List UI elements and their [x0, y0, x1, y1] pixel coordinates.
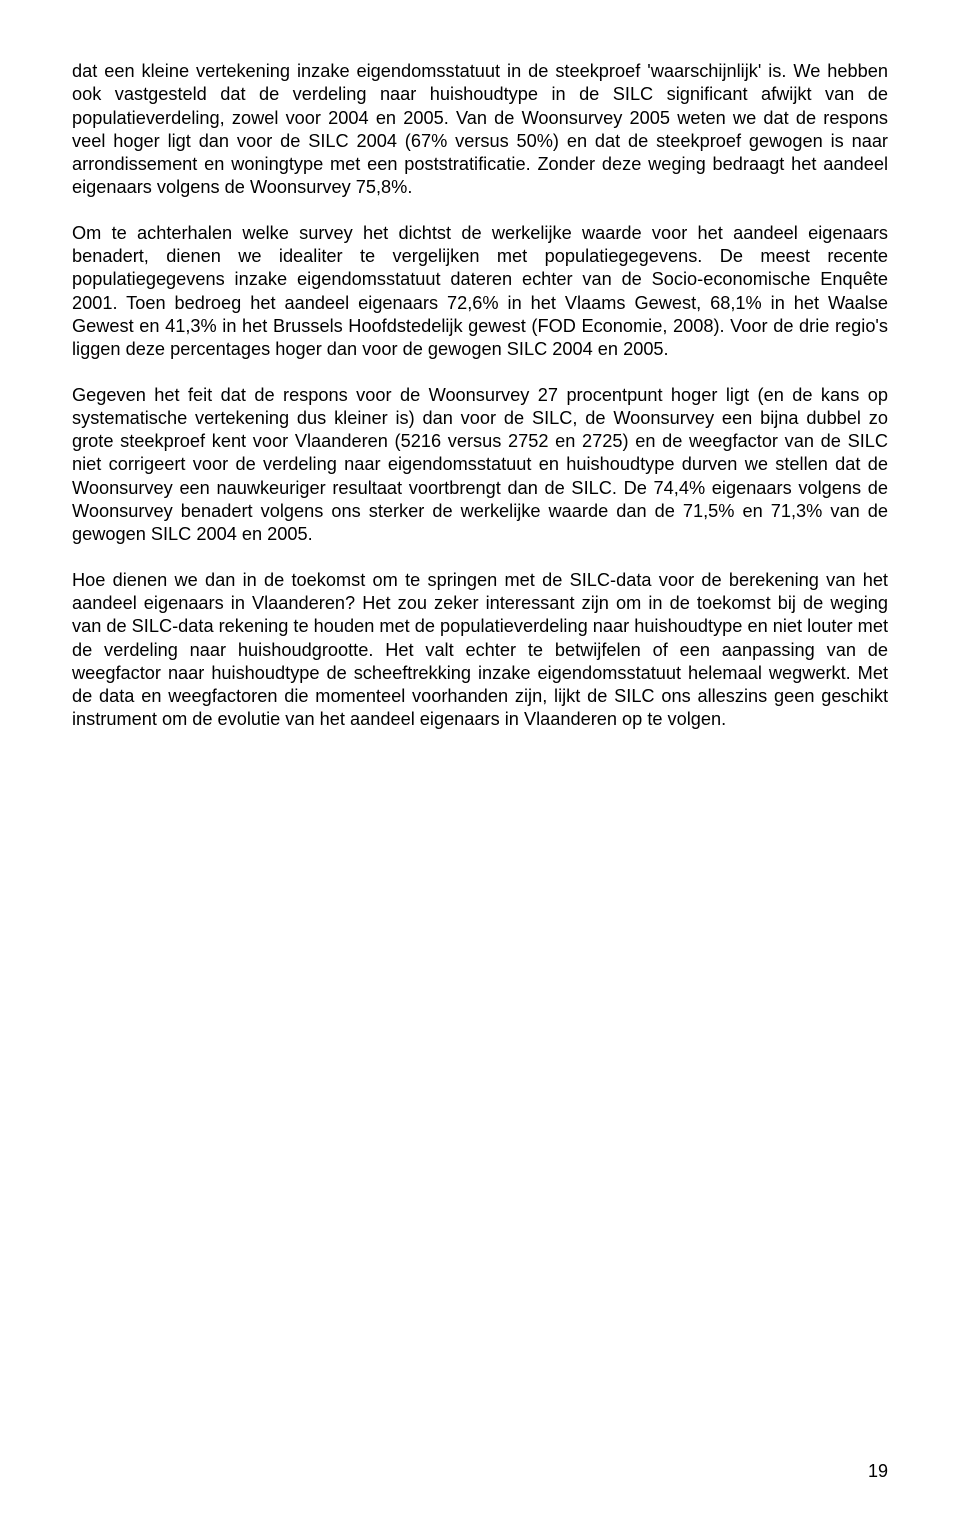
body-paragraph: dat een kleine vertekening inzake eigend… — [72, 60, 888, 200]
page-number: 19 — [868, 1460, 888, 1483]
body-paragraph: Om te achterhalen welke survey het dicht… — [72, 222, 888, 362]
body-paragraph: Gegeven het feit dat de respons voor de … — [72, 384, 888, 547]
body-paragraph: Hoe dienen we dan in de toekomst om te s… — [72, 569, 888, 732]
